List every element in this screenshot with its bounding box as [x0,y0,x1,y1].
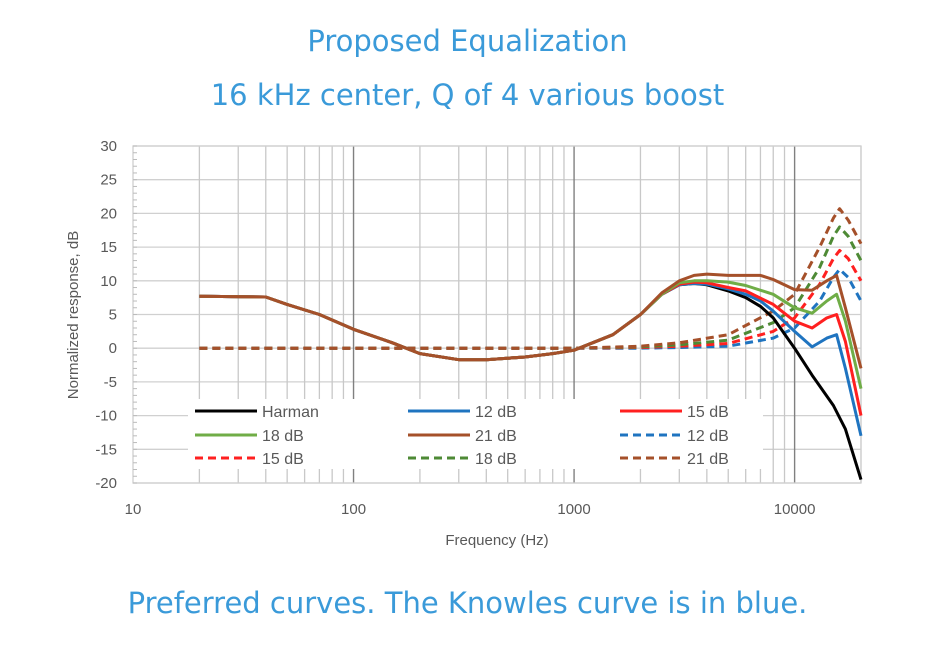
x-tick-label: 10000 [774,501,816,518]
series-line [199,207,863,350]
y-tick-label: 25 [100,172,117,189]
x-tick-label: 1000 [557,501,590,518]
y-tick-label: 15 [100,239,117,256]
chart-subtitle: 16 kHz center, Q of 4 various boost [210,78,725,112]
y-tick-label: 20 [100,205,117,222]
series-line [199,225,863,350]
y-tick-label: 30 [100,138,117,155]
legend-label: 21 dB [475,428,517,445]
y-tick-label: 10 [100,273,117,290]
x-tick-label: 10 [125,501,142,518]
y-tick-label: -5 [104,374,117,391]
y-axis-label: Normalized response, dB [65,231,82,399]
caption: Preferred curves. The Knowles curve is i… [127,586,808,620]
legend-label: 18 dB [262,428,304,445]
legend-label: 15 dB [687,404,729,421]
y-tick-label: -20 [95,475,117,492]
series-line [199,272,863,369]
legend-label: 21 dB [687,451,729,468]
legend-label: 15 dB [262,451,304,468]
legend-label: Harman [262,404,319,421]
x-axis-label: Frequency (Hz) [445,532,548,549]
y-tick-label: -15 [95,441,117,458]
legend-label: 12 dB [475,404,517,421]
y-tick-label: -10 [95,408,117,425]
legend-label: 12 dB [687,428,729,445]
x-tick-label: 100 [341,501,366,518]
legend-label: 18 dB [475,451,517,468]
y-tick-label: 0 [109,340,117,357]
y-tick-label: 5 [109,307,117,324]
chart-title: Proposed Equalization [307,24,628,58]
